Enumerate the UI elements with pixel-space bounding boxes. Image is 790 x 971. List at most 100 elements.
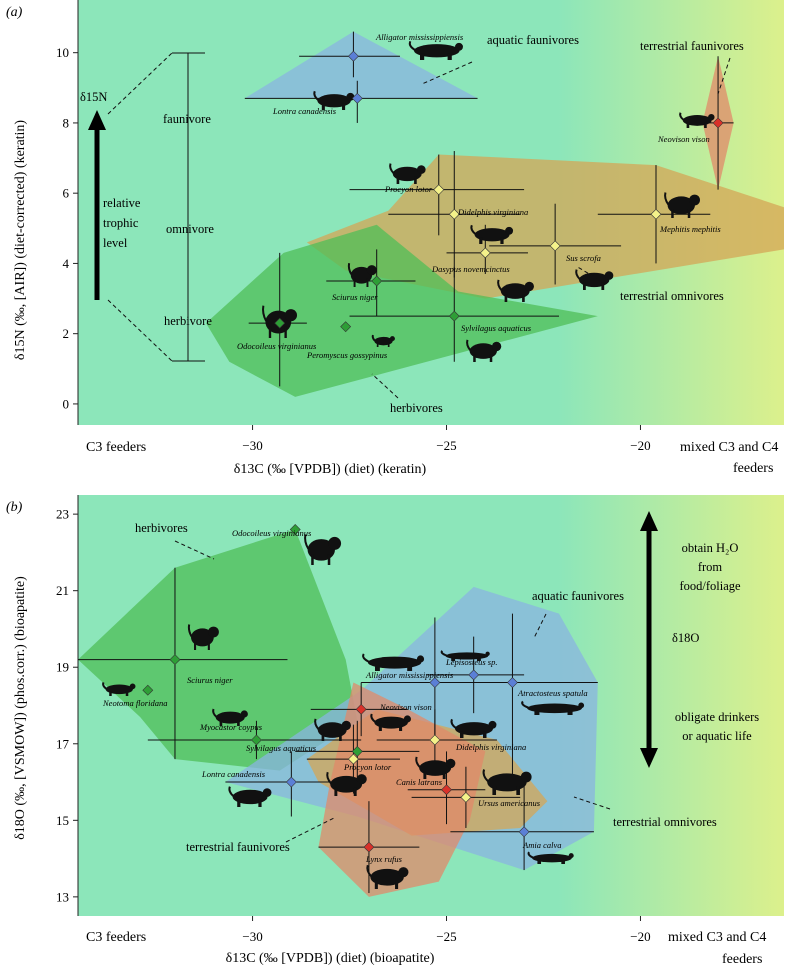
terrestrial-faunivores-annotation: terrestrial faunivores <box>640 39 744 53</box>
y-tick-label: 0 <box>63 396 70 411</box>
scale-connector-bottom <box>107 299 173 362</box>
peromyscus-gossypinus-label: Peromyscus gossypinus <box>306 350 388 360</box>
mephitis-mephitis-label: Mephitis mephitis <box>659 224 721 234</box>
trophic-label-1: relative <box>103 196 141 210</box>
rabbit-silhouette-icon <box>314 718 351 741</box>
neotoma-floridana-point <box>142 684 154 696</box>
alligator-mississippiensis-label: Alligator mississippiensis <box>365 670 454 680</box>
y-tick-label: 2 <box>63 326 70 341</box>
y-tick-label: 8 <box>63 115 70 130</box>
nutria-silhouette-icon <box>212 708 248 726</box>
coyote-silhouette-icon <box>415 756 456 779</box>
o18-arrow-up-icon <box>640 511 658 531</box>
terrestrial-omnivores-annotation: terrestrial omnivores <box>620 289 724 303</box>
opossum-silhouette-icon <box>450 718 497 738</box>
y-tick-label: 6 <box>63 186 70 201</box>
lynx-rufus-label: Lynx rufus <box>365 854 403 864</box>
peromyscus-gossypinus-point <box>340 321 352 333</box>
canis-latrans-point <box>441 784 452 796</box>
annotation-leader-line <box>717 57 731 95</box>
trophic-label-3: level <box>103 236 128 250</box>
annotation-leader-line <box>533 613 547 639</box>
terrestrial-faunivores-hull <box>318 682 486 897</box>
scale-connector-top <box>107 52 173 115</box>
neovison-vison-label: Neovison vison <box>379 702 432 712</box>
delta15n-label: δ15N <box>80 90 107 104</box>
y-tick-label: 10 <box>56 45 69 60</box>
y-tick-label: 19 <box>56 660 69 675</box>
odocoileus-virginianus-label: Odocoileus virginianus <box>237 341 317 351</box>
trophic-arrow-up-icon <box>88 110 106 130</box>
dasypus-novemcinctus-point <box>479 247 491 259</box>
panel-b-label: (b) <box>6 500 23 515</box>
y-tick-label: 23 <box>56 507 69 522</box>
neovison-vison-point <box>355 703 367 715</box>
x-tick-label: −25 <box>436 929 456 944</box>
herbivores-annotation: herbivores <box>390 401 443 415</box>
panel-a-label: (a) <box>6 5 23 20</box>
o18-arrow-down-icon <box>640 748 658 768</box>
panel-b-mixed-label: mixed C3 and C4 feeders <box>668 930 770 967</box>
terrestrial-faunivores-annotation: terrestrial faunivores <box>186 840 290 854</box>
sciurus-niger-point <box>371 275 383 287</box>
neovison-vison-label: Neovison vison <box>657 134 710 144</box>
sus-scrofa-label: Sus scrofa <box>566 253 601 263</box>
herbivore-level-label: herbivore <box>164 314 212 328</box>
procyon-lotor-point <box>433 184 445 196</box>
dasypus-novemcinctus-label: Dasypus novemcinctus <box>431 264 510 274</box>
faunivore-level-label: faunivore <box>163 112 211 126</box>
lontra-canadensis-label: Lontra canadensis <box>201 769 266 779</box>
sciurus-niger-label: Sciurus niger <box>332 292 378 302</box>
squirrel-silhouette-icon <box>187 624 219 650</box>
sciurus-niger-label: Sciurus niger <box>187 675 233 685</box>
odocoileus-virginianus-point <box>274 317 286 329</box>
armadillo-silhouette-icon <box>497 279 534 302</box>
woodrat-silhouette-icon <box>102 681 136 696</box>
didelphis-virginiana-point <box>448 208 460 220</box>
alligator-mississippiensis-point <box>347 50 359 62</box>
annotation-leader-line <box>371 373 399 399</box>
canis-latrans-label: Canis latrans <box>396 777 443 787</box>
neotoma-floridana-label: Neotoma floridana <box>102 698 167 708</box>
lepisosteus-sp-label: Lepisosteus sp. <box>445 657 497 667</box>
o18-bottom-text-0: obligate drinkers <box>675 710 759 724</box>
didelphis-virginiana-point <box>429 734 441 746</box>
o18-bottom-text-1: or aquatic life <box>682 729 752 743</box>
mouse-silhouette-icon <box>371 334 395 347</box>
lontra-canadensis-label: Lontra canadensis <box>272 106 337 116</box>
annotation-leader-line <box>573 796 611 810</box>
panel-b-c3-label: C3 feeders <box>86 930 146 945</box>
aquatic-faunivores-annotation: aquatic faunivores <box>532 589 624 603</box>
panel-a-y-axis-label: δ15N (‰, [AIR]) (diet-corrected) (kerati… <box>13 120 28 361</box>
otter-silhouette-icon <box>228 786 272 807</box>
sylvilagus-aquaticus-label: Sylvilagus aquaticus <box>246 743 317 753</box>
raccoon-silhouette-icon <box>389 163 426 184</box>
deer-silhouette-icon <box>304 534 342 565</box>
delta18o-label: δ18O <box>672 631 699 645</box>
bobcat-silhouette-icon <box>366 864 409 889</box>
o18-top-text-0: obtain H₂O <box>682 541 739 555</box>
myocastor-coypus-point <box>251 734 262 746</box>
skunk-silhouette-icon <box>664 192 700 218</box>
mephitis-mephitis-point <box>650 208 662 220</box>
terrestrial-omnivores-annotation: terrestrial omnivores <box>613 815 717 829</box>
alligator-gar-silhouette-icon <box>521 700 585 715</box>
alligator-mississippiensis-point <box>429 677 441 688</box>
sylvilagus-aquaticus-label: Sylvilagus aquaticus <box>461 323 532 333</box>
trophic-label-2: trophic <box>103 216 139 230</box>
ursus-americanus-point <box>460 791 472 803</box>
x-tick-label: −20 <box>630 438 650 453</box>
herbivores-annotation: herbivores <box>135 521 188 535</box>
atractosteus-spatula-label: Atractosteus spatula <box>517 688 588 698</box>
aquatic-faunivores-annotation: aquatic faunivores <box>487 33 579 47</box>
myocastor-coypus-label: Myocastor coypus <box>199 722 263 732</box>
rabbit-silhouette-icon <box>466 339 502 362</box>
ursus-americanus-label: Ursus americanus <box>478 798 541 808</box>
lepisosteus-sp-point <box>468 669 480 681</box>
didelphis-virginiana-label: Didelphis virginiana <box>455 742 526 752</box>
procyon-lotor-point <box>347 753 359 765</box>
herbivores-hull <box>206 224 598 397</box>
sciurus-niger-point <box>169 654 181 665</box>
annotation-leader-line <box>421 61 473 85</box>
raccoon-silhouette-icon <box>326 771 367 796</box>
